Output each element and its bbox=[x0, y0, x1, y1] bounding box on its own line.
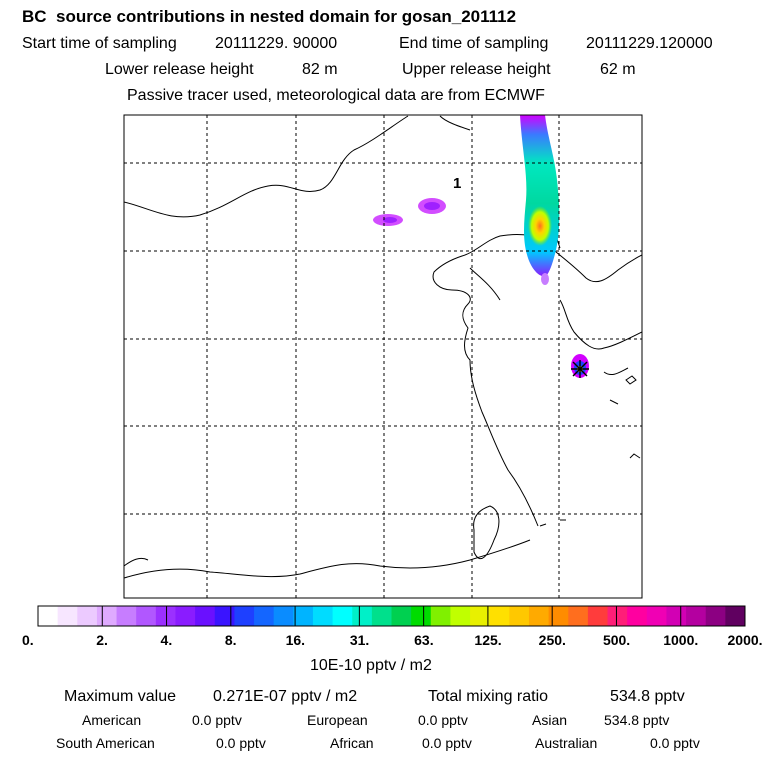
lower-height-label: Lower release height bbox=[105, 61, 254, 78]
color-scale-cell bbox=[155, 606, 176, 626]
color-scale-cell bbox=[587, 606, 609, 626]
color-scale-label: 63. bbox=[414, 632, 434, 648]
asian-label: Asian bbox=[532, 712, 568, 728]
color-scale-cell bbox=[568, 606, 589, 626]
coastlines bbox=[124, 115, 642, 579]
lat-lon-grid bbox=[124, 115, 642, 598]
color-scale-cell bbox=[136, 606, 157, 626]
asian-value: 534.8 pptv bbox=[604, 712, 670, 728]
color-scale-cell bbox=[234, 606, 255, 626]
color-scale-cell bbox=[686, 606, 707, 626]
receptor-marker bbox=[571, 354, 589, 378]
color-scale-label: 2. bbox=[96, 632, 108, 648]
color-scale-cell bbox=[116, 606, 137, 626]
color-scale-cell bbox=[430, 606, 451, 626]
color-scale-cell bbox=[725, 606, 746, 626]
color-scale-cell bbox=[411, 606, 432, 626]
european-label: European bbox=[307, 712, 368, 728]
color-scale-cell bbox=[77, 606, 98, 626]
end-time-value: 20111229.120000 bbox=[586, 35, 713, 52]
color-scale-cell bbox=[57, 606, 78, 626]
color-scale-cell bbox=[38, 606, 59, 626]
color-scale-cell bbox=[528, 606, 550, 626]
upper-height-value: 62 m bbox=[600, 61, 636, 78]
max-value-label: Maximum value bbox=[64, 688, 177, 705]
color-scale-cell bbox=[607, 606, 628, 626]
color-scale-cell bbox=[195, 606, 216, 626]
color-scale-label: 250. bbox=[538, 632, 566, 648]
color-scale-cell bbox=[175, 606, 196, 626]
australian-value: 0.0 pptv bbox=[650, 735, 700, 751]
color-scale-cell bbox=[627, 606, 648, 626]
color-scale-cell bbox=[646, 606, 667, 626]
total-mixing-label: Total mixing ratio bbox=[428, 688, 549, 705]
color-scale-cell bbox=[666, 606, 687, 626]
max-value: 0.271E-07 pptv / m2 bbox=[213, 688, 358, 705]
color-scale-frame bbox=[37, 605, 746, 627]
data-source-note: Passive tracer used, meteorological data… bbox=[127, 87, 545, 104]
color-scale-cell bbox=[489, 606, 510, 626]
total-mixing-value: 534.8 pptv bbox=[610, 688, 685, 705]
american-label: American bbox=[82, 712, 142, 728]
african-value: 0.0 pptv bbox=[422, 735, 472, 751]
color-scale-label: 2000. bbox=[727, 632, 763, 648]
map-title: BC source contributions in nested domain… bbox=[22, 7, 517, 26]
color-scale-label: 31. bbox=[349, 632, 370, 648]
color-scale-cell bbox=[509, 606, 530, 626]
concentration-patches bbox=[373, 198, 446, 226]
color-scale-bar bbox=[37, 605, 746, 627]
color-scale-label: 1000. bbox=[663, 632, 699, 648]
color-scale-label: 16. bbox=[285, 632, 306, 648]
color-scale-label: 125. bbox=[474, 632, 502, 648]
color-scale-label: 500. bbox=[602, 632, 631, 648]
start-time-value: 20111229. 90000 bbox=[215, 35, 338, 52]
color-scale-cell bbox=[273, 606, 294, 626]
south-american-value: 0.0 pptv bbox=[216, 735, 266, 751]
upper-height-label: Upper release height bbox=[402, 61, 551, 78]
color-scale-cell bbox=[450, 606, 471, 626]
units-label: 10E-10 pptv / m2 bbox=[310, 657, 432, 674]
european-value: 0.0 pptv bbox=[418, 712, 468, 728]
marker-label: 1 bbox=[453, 175, 461, 192]
african-label: African bbox=[330, 735, 374, 751]
color-scale-label: 8. bbox=[224, 632, 237, 648]
color-scale-cell bbox=[312, 606, 334, 626]
color-scale-cell bbox=[705, 606, 726, 626]
concentration-plume bbox=[520, 115, 560, 285]
end-time-label: End time of sampling bbox=[399, 35, 549, 52]
color-scale-cell bbox=[352, 606, 373, 626]
map-frame bbox=[123, 114, 643, 599]
color-scale-cell bbox=[293, 606, 314, 626]
color-scale-label: 4. bbox=[160, 632, 173, 648]
color-scale-cell bbox=[332, 606, 353, 626]
color-scale-label: 0. bbox=[22, 632, 34, 648]
american-value: 0.0 pptv bbox=[192, 712, 242, 728]
color-scale-cell bbox=[371, 606, 392, 626]
color-scale-cell bbox=[391, 606, 412, 626]
color-scale-cell bbox=[548, 606, 569, 626]
south-american-label: South American bbox=[56, 735, 155, 751]
color-scale-cell bbox=[254, 606, 275, 626]
color-scale-cell bbox=[470, 606, 491, 626]
australian-label: Australian bbox=[535, 735, 598, 751]
start-time-label: Start time of sampling bbox=[22, 35, 177, 52]
color-scale-cell bbox=[214, 606, 235, 626]
color-scale-cell bbox=[96, 606, 118, 626]
lower-height-value: 82 m bbox=[302, 61, 338, 78]
